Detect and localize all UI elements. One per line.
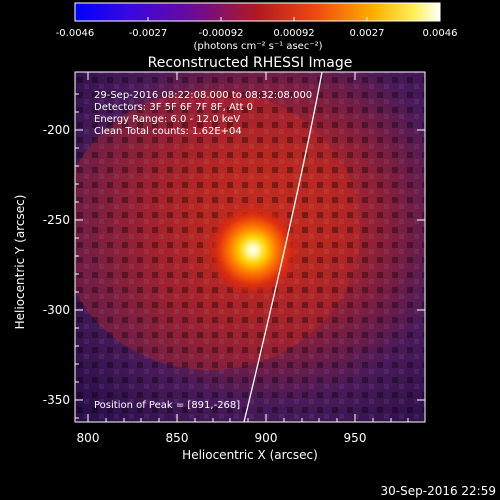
colorbar-ticks (74, 17, 441, 21)
colorbar-units: (photons cm⁻² s⁻¹ asec⁻²) (193, 41, 322, 52)
x-tick-label: 800 (77, 431, 100, 445)
y-tick-label: -200 (43, 123, 70, 137)
colorbar: -0.0046 -0.0027 -0.00092 0.00092 0.0027 … (56, 2, 458, 52)
generation-timestamp: 30-Sep-2016 22:59 (381, 484, 496, 498)
info-clean-counts: Clean Total counts: 1.62E+04 (94, 126, 242, 137)
x-axis-label: Heliocentric X (arcsec) (182, 448, 318, 462)
solar-limb-line (243, 72, 323, 422)
y-tick-label: -250 (43, 213, 70, 227)
colorbar-tick-label: -0.0046 (56, 28, 95, 39)
plot-title: Reconstructed RHESSI Image (148, 55, 353, 71)
plot-frame (74, 71, 426, 423)
colorbar-tick-label: 0.00092 (273, 28, 314, 39)
rhessi-map (75, 72, 425, 422)
colorbar-tick-labels: -0.0046 -0.0027 -0.00092 0.00092 0.0027 … (56, 28, 458, 39)
colorbar-tick-label: -0.0027 (129, 28, 168, 39)
x-tick-label: 900 (255, 431, 278, 445)
info-detectors: Detectors: 3F 5F 6F 7F 8F, Att 0 (94, 102, 253, 113)
x-tick-label: 950 (344, 431, 367, 445)
colorbar-tick-label: 0.0046 (423, 28, 458, 39)
y-axis-ticks (75, 93, 425, 419)
peak-position-label: Position of Peak = [891,-268] (94, 400, 240, 411)
info-energy-range: Energy Range: 6.0 - 12.0 keV (94, 114, 240, 125)
x-axis-tick-labels: 800 850 900 950 (77, 431, 367, 445)
observation-info: 29-Sep-2016 08:22:08.000 to 08:32:08.000… (94, 90, 312, 137)
y-tick-label: -300 (43, 303, 70, 317)
colorbar-tick-label: -0.00092 (199, 28, 244, 39)
colorbar-gradient (74, 2, 441, 22)
y-axis-label: Heliocentric Y (arcsec) (13, 195, 27, 330)
flare-peak-source (205, 202, 301, 298)
colorbar-tick-label: 0.0027 (350, 28, 385, 39)
info-time-range: 29-Sep-2016 08:22:08.000 to 08:32:08.000 (94, 90, 312, 101)
x-axis-ticks (87, 72, 409, 422)
y-axis-tick-labels: -200 -250 -300 -350 (43, 123, 70, 407)
x-tick-label: 850 (166, 431, 189, 445)
y-tick-label: -350 (43, 393, 70, 407)
